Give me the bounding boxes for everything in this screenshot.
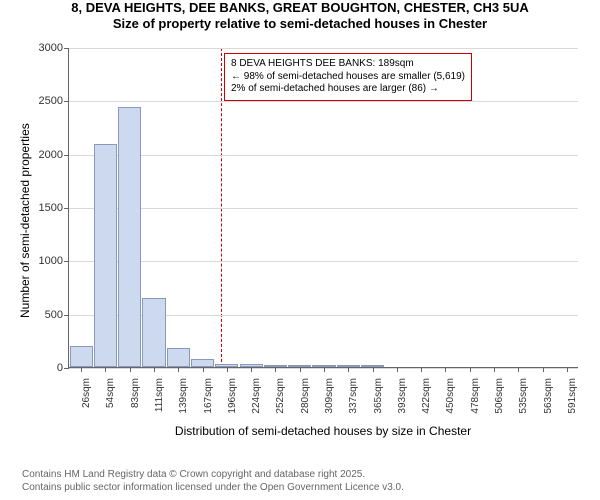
gridline (69, 48, 578, 49)
y-tick-mark (64, 155, 69, 156)
annotation-line-2: ← 98% of semi-detached houses are smalle… (231, 71, 465, 84)
x-tick-mark (227, 367, 228, 372)
x-tick-mark (567, 367, 568, 372)
y-tick-mark (64, 48, 69, 49)
x-tick-label: 224sqm (251, 374, 262, 414)
plot-area: 8 DEVA HEIGHTS DEE BANKS: 189sqm ← 98% o… (68, 48, 578, 368)
x-tick-label: 506sqm (494, 374, 505, 414)
y-tick-mark (64, 101, 69, 102)
histogram-bar (191, 359, 214, 367)
histogram-bar (167, 348, 190, 367)
footer-line-2: Contains public sector information licen… (22, 482, 404, 495)
gridline (69, 208, 578, 209)
x-tick-label: 309sqm (324, 374, 335, 414)
histogram-bar (118, 107, 141, 367)
x-tick-mark (251, 367, 252, 372)
x-tick-mark (494, 367, 495, 372)
x-tick-label: 450sqm (445, 374, 456, 414)
x-tick-mark (324, 367, 325, 372)
histogram-bar (94, 144, 117, 367)
x-tick-label: 563sqm (543, 374, 554, 414)
chart-title: 8, DEVA HEIGHTS, DEE BANKS, GREAT BOUGHT… (0, 0, 600, 33)
x-tick-mark (348, 367, 349, 372)
x-tick-label: 26sqm (81, 374, 92, 408)
x-tick-mark (543, 367, 544, 372)
x-tick-label: 111sqm (154, 374, 165, 412)
x-tick-mark (445, 367, 446, 372)
x-tick-mark (81, 367, 82, 372)
x-tick-mark (373, 367, 374, 372)
x-tick-label: 139sqm (178, 374, 189, 414)
title-line-1: 8, DEVA HEIGHTS, DEE BANKS, GREAT BOUGHT… (0, 0, 600, 16)
x-tick-label: 591sqm (567, 374, 578, 414)
x-tick-label: 535sqm (518, 374, 529, 414)
x-tick-mark (203, 367, 204, 372)
x-tick-label: 280sqm (300, 374, 311, 414)
x-tick-mark (154, 367, 155, 372)
x-tick-label: 393sqm (397, 374, 408, 414)
x-tick-label: 478sqm (470, 374, 481, 414)
x-tick-label: 167sqm (203, 374, 214, 414)
footer-line-1: Contains HM Land Registry data © Crown c… (22, 469, 404, 482)
x-tick-mark (518, 367, 519, 372)
y-tick-mark (64, 368, 69, 369)
y-tick-mark (64, 315, 69, 316)
x-tick-mark (470, 367, 471, 372)
x-tick-mark (178, 367, 179, 372)
gridline (69, 101, 578, 102)
x-tick-mark (275, 367, 276, 372)
gridline (69, 261, 578, 262)
y-axis-label: Number of semi-detached properties (18, 123, 32, 318)
x-tick-label: 337sqm (348, 374, 359, 414)
footer-text: Contains HM Land Registry data © Crown c… (22, 469, 404, 494)
x-axis-label: Distribution of semi-detached houses by … (68, 424, 578, 438)
histogram-bar (142, 298, 165, 367)
gridline (69, 155, 578, 156)
y-tick-mark (64, 261, 69, 262)
x-tick-label: 83sqm (130, 374, 141, 408)
x-tick-label: 196sqm (227, 374, 238, 414)
annotation-line-1: 8 DEVA HEIGHTS DEE BANKS: 189sqm (231, 58, 465, 71)
x-tick-label: 252sqm (275, 374, 286, 414)
histogram-chart: 8, DEVA HEIGHTS, DEE BANKS, GREAT BOUGHT… (0, 0, 600, 500)
x-tick-mark (300, 367, 301, 372)
title-line-2: Size of property relative to semi-detach… (0, 16, 600, 32)
x-tick-label: 422sqm (421, 374, 432, 414)
annotation-box: 8 DEVA HEIGHTS DEE BANKS: 189sqm ← 98% o… (224, 53, 472, 101)
x-tick-mark (105, 367, 106, 372)
histogram-bar (70, 346, 93, 367)
x-tick-label: 54sqm (105, 374, 116, 408)
x-tick-label: 365sqm (373, 374, 384, 414)
x-tick-mark (421, 367, 422, 372)
x-tick-mark (130, 367, 131, 372)
annotation-line-3: 2% of semi-detached houses are larger (8… (231, 83, 465, 96)
x-tick-mark (397, 367, 398, 372)
y-tick-mark (64, 208, 69, 209)
